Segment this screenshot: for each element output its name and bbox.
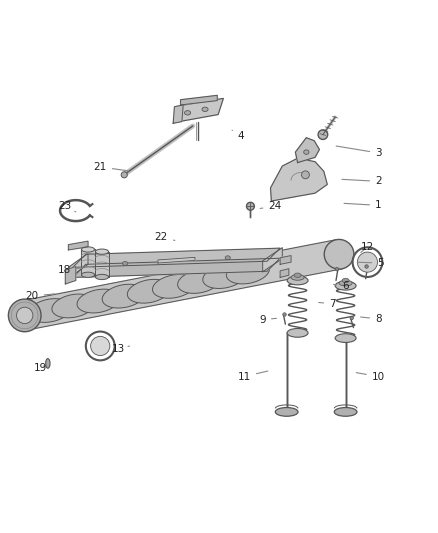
Ellipse shape: [247, 203, 254, 210]
Ellipse shape: [226, 260, 269, 284]
Polygon shape: [95, 252, 109, 277]
Ellipse shape: [17, 307, 33, 324]
Ellipse shape: [202, 107, 208, 111]
Ellipse shape: [339, 280, 352, 286]
Ellipse shape: [225, 256, 230, 260]
Polygon shape: [22, 240, 342, 330]
Ellipse shape: [335, 281, 356, 290]
Text: 11: 11: [238, 371, 268, 382]
Ellipse shape: [324, 239, 354, 269]
Polygon shape: [158, 257, 195, 263]
Ellipse shape: [304, 150, 309, 154]
Ellipse shape: [276, 408, 298, 416]
Polygon shape: [73, 248, 280, 268]
Text: 13: 13: [112, 344, 130, 354]
Ellipse shape: [291, 274, 304, 280]
Ellipse shape: [81, 247, 95, 252]
Text: 10: 10: [356, 372, 385, 382]
Text: 9: 9: [259, 315, 276, 325]
Text: 21: 21: [94, 162, 129, 172]
Ellipse shape: [353, 247, 382, 277]
Ellipse shape: [357, 252, 378, 272]
Text: 12: 12: [361, 242, 374, 253]
Ellipse shape: [365, 265, 368, 268]
Ellipse shape: [184, 111, 191, 115]
Ellipse shape: [342, 278, 349, 282]
Polygon shape: [81, 249, 95, 275]
Ellipse shape: [95, 249, 109, 254]
Ellipse shape: [203, 265, 246, 288]
Text: 8: 8: [360, 314, 381, 324]
Ellipse shape: [123, 262, 128, 265]
Polygon shape: [271, 158, 327, 201]
Text: 4: 4: [232, 130, 244, 141]
Ellipse shape: [283, 313, 286, 316]
Ellipse shape: [46, 359, 50, 368]
Polygon shape: [174, 99, 223, 123]
Text: 24: 24: [260, 201, 282, 211]
Text: 20: 20: [25, 291, 55, 301]
Text: 19: 19: [34, 363, 47, 373]
Ellipse shape: [121, 172, 127, 178]
Ellipse shape: [52, 294, 95, 318]
Ellipse shape: [178, 270, 221, 293]
Ellipse shape: [334, 408, 357, 416]
Text: 18: 18: [57, 265, 83, 275]
Text: 7: 7: [319, 298, 336, 309]
Polygon shape: [280, 256, 291, 264]
Ellipse shape: [8, 299, 41, 332]
Polygon shape: [68, 241, 88, 250]
Ellipse shape: [86, 332, 115, 360]
Polygon shape: [180, 95, 217, 105]
Ellipse shape: [335, 268, 339, 271]
Ellipse shape: [95, 274, 109, 280]
Ellipse shape: [77, 289, 120, 313]
Ellipse shape: [81, 272, 95, 277]
Ellipse shape: [287, 276, 308, 285]
Text: 6: 6: [333, 281, 349, 291]
Text: 1: 1: [344, 200, 381, 211]
Text: 3: 3: [336, 146, 381, 158]
Polygon shape: [295, 138, 319, 163]
Ellipse shape: [91, 336, 110, 356]
Polygon shape: [73, 258, 280, 277]
Polygon shape: [263, 248, 283, 272]
Ellipse shape: [28, 298, 71, 322]
Ellipse shape: [318, 130, 328, 140]
Text: 23: 23: [59, 201, 76, 212]
Text: 2: 2: [342, 176, 381, 187]
Polygon shape: [70, 253, 88, 277]
Polygon shape: [65, 266, 76, 284]
Ellipse shape: [301, 171, 309, 179]
Ellipse shape: [152, 274, 196, 298]
Ellipse shape: [102, 284, 145, 308]
Ellipse shape: [294, 273, 301, 277]
Ellipse shape: [335, 334, 356, 343]
Text: 22: 22: [155, 232, 175, 242]
Polygon shape: [280, 269, 289, 277]
Ellipse shape: [350, 316, 353, 320]
Ellipse shape: [127, 279, 170, 303]
Text: 5: 5: [357, 258, 384, 268]
Ellipse shape: [287, 328, 308, 337]
Polygon shape: [173, 105, 183, 123]
